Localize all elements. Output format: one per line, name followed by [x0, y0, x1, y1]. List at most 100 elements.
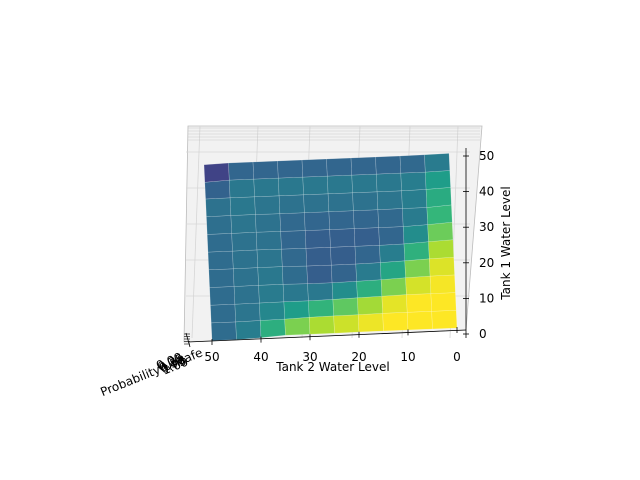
surface-facet: [427, 221, 454, 242]
surface-facet: [329, 228, 356, 248]
surface-facet: [327, 174, 353, 195]
surface-facet: [229, 178, 255, 199]
x-tick-label: 40: [253, 350, 268, 364]
surface-facet: [258, 284, 285, 304]
surface-facet: [277, 159, 304, 179]
surface-facet: [279, 212, 306, 232]
z-axis-label: Probability Unsafe: [98, 345, 204, 399]
surface-mesh: [203, 153, 458, 341]
surface-facet: [210, 303, 236, 324]
y-tick-label: 0: [479, 327, 487, 341]
z-axis-line: [185, 332, 191, 348]
surface-facet: [278, 194, 305, 214]
surface-facet: [259, 301, 285, 321]
y-tick-label: 30: [479, 220, 494, 234]
surface-facet: [203, 162, 230, 183]
surface-facet: [281, 248, 308, 267]
surface-facet: [400, 171, 427, 192]
surface-facet: [252, 160, 279, 180]
surface-facet: [305, 247, 332, 267]
surface-facet: [304, 229, 331, 249]
surface-facet: [406, 311, 433, 331]
surface-facet: [352, 191, 379, 211]
surface-facet: [231, 231, 258, 252]
surface-facet: [204, 179, 231, 200]
surface-facet: [207, 250, 234, 271]
surface-facet: [357, 313, 384, 333]
surface-facet: [399, 154, 426, 174]
grid-line: [191, 125, 201, 339]
surface-facet: [353, 209, 379, 229]
surface-facet: [357, 295, 383, 315]
surface-facet: [205, 197, 232, 217]
surface-facet: [404, 258, 431, 278]
surface-facet: [282, 265, 308, 285]
surface-facet: [208, 268, 235, 288]
surface-facet: [380, 277, 407, 297]
surface-facet: [228, 161, 255, 181]
surface-facet: [356, 279, 383, 299]
surface-facet: [376, 172, 402, 193]
surface-facet: [327, 192, 354, 212]
surface-facet: [209, 286, 236, 306]
surface-facet: [278, 176, 304, 197]
surface-facet: [206, 215, 232, 235]
surface-facet: [255, 231, 282, 251]
y-tick-label: 10: [479, 291, 494, 305]
x-axis-label: Tank 2 Water Level: [275, 360, 389, 374]
surface-facet: [233, 267, 259, 287]
surface-facet: [306, 264, 333, 284]
surface-facet: [424, 153, 451, 173]
surface-facet: [430, 292, 457, 312]
surface-facet: [302, 175, 329, 196]
surface-facet: [284, 317, 311, 336]
surface-facet: [282, 283, 309, 303]
y-tick-label: 50: [479, 149, 494, 163]
surface-facet: [255, 213, 281, 233]
x-axis-line: [187, 329, 467, 343]
y-tick-label: 40: [479, 185, 494, 199]
y-axis-label: Tank 1 Water Level: [499, 186, 513, 300]
surface-facet: [402, 224, 429, 245]
surface-facet: [234, 302, 261, 323]
surface-facet: [331, 281, 358, 300]
surface-facet: [376, 190, 403, 210]
x-tick-label: 50: [204, 350, 219, 364]
surface-facet: [401, 189, 428, 209]
surface-facet: [429, 256, 455, 277]
surface-facet: [210, 321, 237, 341]
surface-facet: [428, 239, 455, 260]
surface-facet: [235, 320, 262, 340]
surface-facet: [229, 196, 256, 216]
surface-facet: [378, 226, 405, 246]
surface-facet: [425, 170, 451, 190]
surface-facet: [429, 274, 456, 294]
surface-facet: [402, 207, 428, 227]
surface-facet: [353, 227, 380, 247]
surface-facet: [425, 187, 452, 208]
surface-facet: [308, 315, 335, 335]
x-tick-label: 10: [400, 350, 415, 364]
surface-facet: [379, 243, 406, 263]
x-tick-label: 30: [302, 350, 317, 364]
surface-facet: [330, 246, 357, 266]
surface-facet: [280, 230, 307, 250]
surface-facet: [355, 262, 382, 282]
surface-facet: [331, 263, 357, 283]
surface-facet: [253, 177, 280, 198]
surface-facet: [206, 233, 233, 253]
surface-facet: [333, 314, 360, 334]
surface-facet: [232, 249, 259, 270]
surface-facet: [426, 204, 453, 225]
surface-facet: [257, 266, 284, 286]
y-tick-label: 20: [479, 256, 494, 270]
surface-facet: [382, 312, 409, 332]
surface-facet: [332, 297, 359, 317]
surface-facet: [328, 210, 355, 230]
surface-facet: [406, 293, 432, 313]
surface-facet: [308, 299, 334, 318]
surface-facet: [380, 260, 406, 280]
x-tick-label: 0: [453, 350, 461, 364]
surface-facet: [230, 214, 257, 234]
